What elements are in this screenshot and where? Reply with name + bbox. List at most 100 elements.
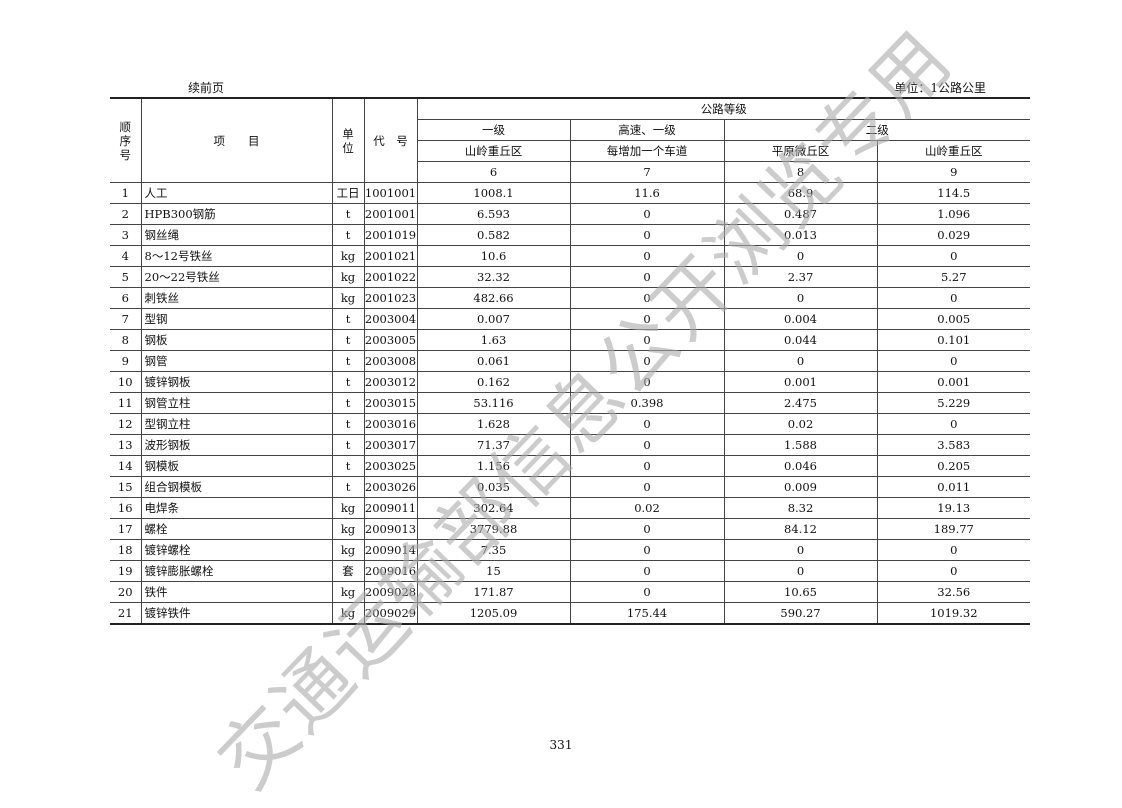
page-number: 331 [549,738,573,752]
table-row: 4 8～12号铁丝 kg 2001021 10.6 0 0 0 [110,245,1030,267]
value-cell: 0.02 [723,413,878,435]
value-cell: 0 [569,560,725,582]
item-cell: 型钢 [140,308,333,330]
value-cell: 0.487 [723,203,878,225]
code-cell: 2003015 [363,392,418,414]
value-cell: 0.162 [416,371,571,393]
unit-cell: kg [331,497,365,519]
unit-cell: t [331,392,365,414]
seq-cell: 15 [110,476,142,498]
value-cell: 114.5 [876,182,1030,204]
header-code: 代 号 [363,97,418,183]
value-cell: 1019.32 [876,602,1030,625]
value-cell: 0.009 [723,476,878,498]
value-cell: 0 [569,413,725,435]
code-cell: 2003025 [363,455,418,477]
value-cell: 0 [569,455,725,477]
seq-cell: 21 [110,602,142,625]
table-row: 16 电焊条 kg 2009011 302.64 0.02 8.32 19.13 [110,497,1030,519]
seq-cell: 4 [110,245,142,267]
header-grade-1: 一级 [417,119,571,141]
value-cell: 0.046 [723,455,878,477]
value-cell: 1.096 [876,203,1030,225]
unit-cell: t [331,434,365,456]
unit-cell: kg [331,518,365,540]
seq-cell: 9 [110,350,142,372]
value-cell: 1.63 [416,329,571,351]
value-cell: 0 [723,560,878,582]
value-cell: 0 [569,518,725,540]
table-row: 5 20～22号铁丝 kg 2001022 32.32 0 2.37 5.27 [110,266,1030,288]
code-cell: 2003016 [363,413,418,435]
table-row: 1 人工 工日 1001001 1008.1 11.6 68.9 114.5 [110,182,1030,204]
value-cell: 0 [723,539,878,561]
unit-cell: 套 [331,560,365,582]
code-cell: 2001022 [363,266,418,288]
header-col-number: 7 [569,161,725,183]
value-cell: 0 [569,287,725,309]
value-cell: 1.628 [416,413,571,435]
header-item: 项 目 [140,97,333,183]
quota-table: 顺序号 项 目 单位 代 号 公路等级 一级 高速、一级 二级 山岭重丘区 每增… [110,97,1030,625]
unit-cell: kg [331,539,365,561]
value-cell: 171.87 [416,581,571,603]
seq-cell: 1 [110,182,142,204]
unit-cell: t [331,350,365,372]
table-row: 13 波形钢板 t 2003017 71.37 0 1.588 3.583 [110,434,1030,456]
seq-cell: 12 [110,413,142,435]
code-cell: 2003005 [363,329,418,351]
item-cell: 镀锌铁件 [140,602,333,625]
value-cell: 2.475 [723,392,878,414]
table-row: 20 铁件 kg 2009028 171.87 0 10.65 32.56 [110,581,1030,603]
code-cell: 2003026 [363,476,418,498]
value-cell: 0.398 [569,392,725,414]
header-text: 顺序号 [119,119,132,162]
value-cell: 0 [876,287,1030,309]
code-cell: 2009028 [363,581,418,603]
item-cell: 铁件 [140,581,333,603]
table-row: 9 钢管 t 2003008 0.061 0 0 0 [110,350,1030,372]
value-cell: 71.37 [416,434,571,456]
header-terrain: 山岭重丘区 [876,140,1030,162]
seq-cell: 14 [110,455,142,477]
unit-cell: t [331,224,365,246]
value-cell: 0.013 [723,224,878,246]
value-cell: 0.004 [723,308,878,330]
value-cell: 32.56 [876,581,1030,603]
value-cell: 3.583 [876,434,1030,456]
table-row: 14 钢模板 t 2003025 1.156 0 0.046 0.205 [110,455,1030,477]
seq-cell: 3 [110,224,142,246]
seq-cell: 6 [110,287,142,309]
seq-cell: 11 [110,392,142,414]
header-road-grade: 公路等级 [416,97,1030,120]
item-cell: 钢管立柱 [140,392,333,414]
item-cell: 波形钢板 [140,434,333,456]
unit-cell: kg [331,266,365,288]
table-row: 2 HPB300钢筋 t 2001001 6.593 0 0.487 1.096 [110,203,1030,225]
code-cell: 2009016 [363,560,418,582]
unit-label: 单位：1公路公里 [894,81,986,95]
header-terrain: 平原微丘区 [723,140,878,162]
code-cell: 2009014 [363,539,418,561]
item-cell: HPB300钢筋 [140,203,333,225]
code-cell: 2009029 [363,602,418,625]
value-cell: 0.011 [876,476,1030,498]
value-cell: 10.65 [723,581,878,603]
code-cell: 2009013 [363,518,418,540]
value-cell: 0 [876,560,1030,582]
header-terrain: 山岭重丘区 [417,140,571,162]
value-cell: 0 [569,476,725,498]
value-cell: 1.156 [416,455,571,477]
value-cell: 0 [876,539,1030,561]
item-cell: 螺栓 [140,518,333,540]
unit-cell: t [331,308,365,330]
value-cell: 482.66 [416,287,571,309]
value-cell: 1205.09 [416,602,571,625]
table-row: 6 刺铁丝 kg 2001023 482.66 0 0 0 [110,287,1030,309]
value-cell: 11.6 [569,182,725,204]
code-cell: 2001001 [363,203,418,225]
header-col-number: 9 [876,161,1030,183]
value-cell: 0 [569,224,725,246]
item-cell: 8～12号铁丝 [140,245,333,267]
code-cell: 2001021 [363,245,418,267]
